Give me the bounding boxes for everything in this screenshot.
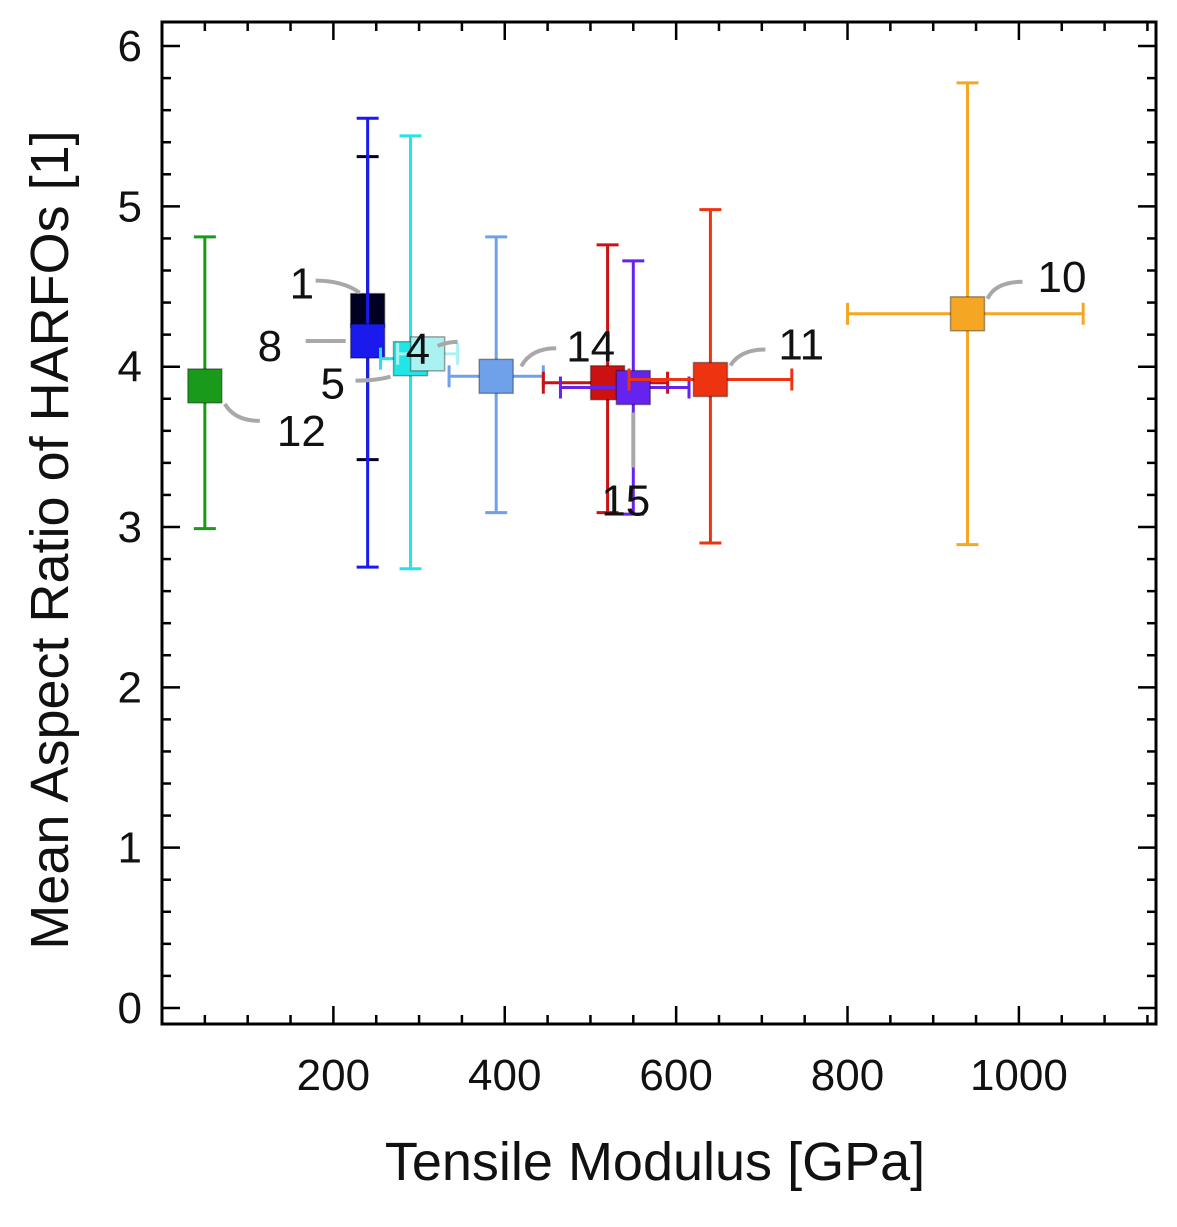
y-tick-label: 3 bbox=[118, 503, 142, 552]
y-tick-label: 1 bbox=[118, 824, 142, 873]
point-label-5: 5 bbox=[321, 360, 345, 409]
y-tick-label: 0 bbox=[118, 984, 142, 1033]
y-axis-title: Mean Aspect Ratio of HARFOs [1] bbox=[20, 130, 80, 949]
label-leader bbox=[223, 402, 260, 423]
point-labels: 12 185 4 14 15 11 10 bbox=[223, 253, 1086, 526]
y-tick-label: 2 bbox=[118, 663, 142, 712]
label-leader bbox=[315, 278, 361, 295]
data-point-11 bbox=[692, 361, 729, 398]
data-marks bbox=[187, 81, 1085, 571]
point-label-14: 14 bbox=[566, 322, 615, 371]
point-label-4: 4 bbox=[406, 325, 430, 374]
label-leader bbox=[985, 279, 1023, 300]
x-tick-label: 800 bbox=[811, 1051, 884, 1100]
y-tick-label: 6 bbox=[118, 22, 142, 71]
plot-frame bbox=[160, 20, 1158, 1026]
point-label-15: 15 bbox=[601, 477, 650, 526]
label-leader bbox=[355, 374, 392, 383]
data-point-4 bbox=[409, 336, 446, 372]
point-label-1: 1 bbox=[290, 260, 314, 309]
point-label-12: 12 bbox=[277, 407, 326, 456]
label-leader bbox=[728, 347, 766, 367]
data-point-12 bbox=[187, 368, 223, 404]
x-tick-label: 400 bbox=[468, 1051, 541, 1100]
x-tick-label: 600 bbox=[639, 1051, 712, 1100]
point-label-10: 10 bbox=[1037, 253, 1086, 302]
data-point-10 bbox=[949, 296, 986, 332]
point-label-8: 8 bbox=[258, 322, 282, 371]
y-tick-label: 5 bbox=[118, 182, 142, 231]
x-tick-label: 200 bbox=[297, 1051, 370, 1100]
data-point-8 bbox=[349, 323, 386, 359]
x-axis-title: Tensile Modulus [GPa] bbox=[385, 1132, 925, 1192]
label-leader bbox=[519, 346, 557, 368]
y-tick-label: 4 bbox=[118, 343, 142, 392]
axis-ticks bbox=[160, 22, 1156, 1024]
label-leader bbox=[436, 339, 458, 348]
x-tick-label: 1000 bbox=[970, 1051, 1068, 1100]
data-point-15 bbox=[615, 369, 652, 406]
point-label-11: 11 bbox=[778, 321, 824, 370]
data-point-14 bbox=[478, 358, 514, 395]
